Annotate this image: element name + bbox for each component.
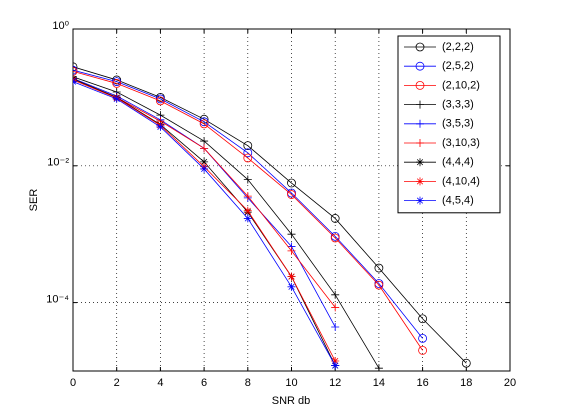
data-point: [200, 157, 209, 166]
legend-marker: [416, 100, 424, 109]
x-tick-label: 2: [114, 377, 120, 389]
legend-label: (3,3,3): [442, 99, 474, 111]
axes-box: [72, 28, 511, 372]
x-axis-label: SNR db: [272, 395, 311, 407]
x-tick-label: 16: [416, 377, 428, 389]
legend-marker: [415, 81, 425, 90]
data-point: [287, 190, 296, 199]
data-point: [73, 67, 78, 76]
data-point: [73, 62, 78, 72]
data-point: [73, 74, 77, 83]
data-point: [112, 94, 121, 103]
x-tick-label: 18: [460, 377, 472, 389]
data-point: [374, 280, 384, 290]
data-point: [243, 153, 253, 163]
legend-label: (3,5,3): [442, 118, 474, 130]
y-tick-label: 10⁻²: [47, 157, 69, 169]
data-point: [331, 290, 340, 299]
series-line: [73, 76, 380, 369]
series-line: [73, 69, 423, 339]
legend-label: (2,10,2): [442, 79, 480, 91]
legend-label: (2,5,2): [442, 60, 474, 72]
data-point: [374, 263, 384, 273]
data-point: [331, 303, 340, 312]
legend-marker: [415, 61, 425, 71]
data-point: [331, 361, 340, 370]
data-point: [331, 322, 340, 331]
data-point: [112, 79, 122, 88]
legend-marker: [416, 119, 424, 128]
data-point: [461, 358, 471, 368]
data-point: [200, 137, 209, 146]
x-tick-label: 10: [285, 377, 297, 389]
x-tick-label: 0: [70, 377, 76, 389]
y-axis-label: SER: [28, 189, 40, 212]
series-line: [73, 66, 467, 364]
data-point: [199, 119, 209, 129]
data-point: [156, 122, 165, 131]
legend-label: (2,2,2): [442, 41, 474, 53]
plot: [73, 62, 471, 371]
x-tick-label: 6: [201, 377, 207, 389]
x-tick-label: 20: [504, 377, 516, 389]
legend-label: (4,4,4): [442, 156, 474, 168]
legend-box: [397, 35, 501, 214]
data-point: [243, 214, 252, 223]
legend-marker: [415, 42, 425, 52]
data-point: [243, 206, 252, 215]
legend-marker: [416, 139, 424, 147]
data-point: [287, 272, 296, 281]
x-tick-label: 14: [373, 377, 385, 389]
data-point: [287, 246, 296, 255]
series-line: [73, 71, 423, 351]
data-point: [156, 96, 165, 106]
legend-marker: [416, 177, 424, 186]
legend-label: (4,10,4): [442, 175, 480, 187]
y-tick-label: 10⁰: [52, 20, 69, 32]
data-point: [330, 233, 340, 243]
data-point: [243, 192, 252, 201]
data-point: [418, 333, 428, 343]
data-point: [418, 346, 428, 355]
legend-marker: [416, 158, 424, 167]
y-tick-label: 10⁻⁴: [46, 294, 69, 306]
data-point: [200, 144, 209, 153]
data-point: [199, 117, 209, 127]
x-tick-label: 12: [329, 377, 341, 389]
data-point: [374, 364, 383, 371]
data-point: [331, 357, 340, 366]
data-point: [287, 230, 296, 239]
data-point: [418, 314, 428, 324]
legend-label: (3,10,3): [442, 137, 480, 149]
data-point: [243, 141, 253, 151]
x-tick-label: 8: [245, 377, 251, 389]
data-point: [200, 164, 209, 173]
data-point: [287, 178, 296, 188]
data-point: [243, 175, 252, 184]
data-point: [287, 282, 296, 291]
legend-marker: [416, 196, 424, 205]
legend-label: (4,5,4): [442, 195, 474, 207]
x-tick-label: 4: [157, 377, 163, 389]
data-point: [156, 94, 165, 104]
data-point: [330, 214, 340, 223]
